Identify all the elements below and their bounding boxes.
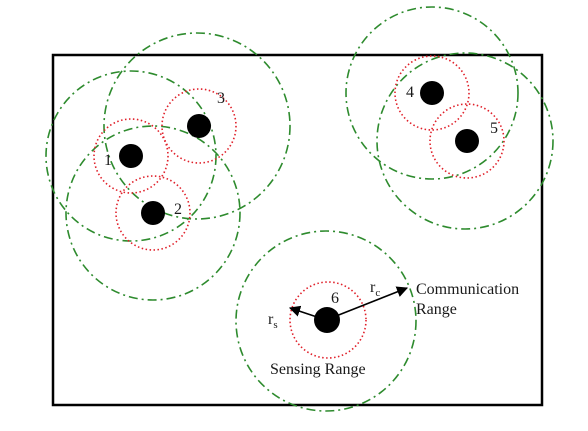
sensor-node-6: [314, 307, 340, 333]
communication-ranges: [45, 6, 554, 412]
node-label-1: 1: [104, 152, 112, 169]
sensing-range-node-2: [115, 175, 191, 251]
sensor-node-5: [455, 129, 479, 153]
node-label-4: 4: [406, 84, 414, 101]
sensing-range-node-6: [289, 281, 367, 359]
node-label-5: 5: [490, 120, 498, 137]
node-label-2: 2: [174, 201, 182, 218]
communication-range-node-3: [103, 32, 291, 220]
sensing-range-node-4: [394, 55, 470, 131]
communication-range-node-2: [65, 125, 241, 301]
sensing-range-node-1: [93, 118, 169, 194]
sensing-radius-subscript: s: [273, 319, 277, 331]
communication-range-node-6: [235, 230, 417, 412]
node-label-6: 6: [331, 290, 339, 307]
communication-range-node-1: [45, 70, 217, 242]
communication-range-node-5: [376, 52, 554, 230]
communication-radius-symbol: r: [370, 279, 376, 296]
sensor-node-2: [141, 201, 165, 225]
communication-range-label-line2: Range: [416, 301, 457, 318]
sensor-nodes: [119, 81, 479, 333]
sensor-node-1: [119, 144, 143, 168]
sensing-radius-label: rs: [268, 311, 278, 331]
node-label-3: 3: [217, 90, 225, 107]
communication-range-label-line1: Communication: [416, 281, 519, 298]
communication-radius-arrow: [325, 286, 409, 321]
communication-radius-label: rc: [370, 279, 380, 299]
field-boundary: [51, 53, 544, 407]
sensing-radius-symbol: r: [268, 311, 274, 328]
sensing-range-node-3: [161, 88, 237, 164]
communication-range-node-4: [345, 6, 519, 180]
communication-radius-subscript: c: [375, 287, 380, 299]
sensing-range-label: Sensing Range: [270, 361, 366, 378]
sensing-range-node-5: [429, 103, 505, 179]
sensor-node-3: [187, 114, 211, 138]
sensor-node-4: [420, 81, 444, 105]
sensing-ranges: [93, 55, 505, 359]
